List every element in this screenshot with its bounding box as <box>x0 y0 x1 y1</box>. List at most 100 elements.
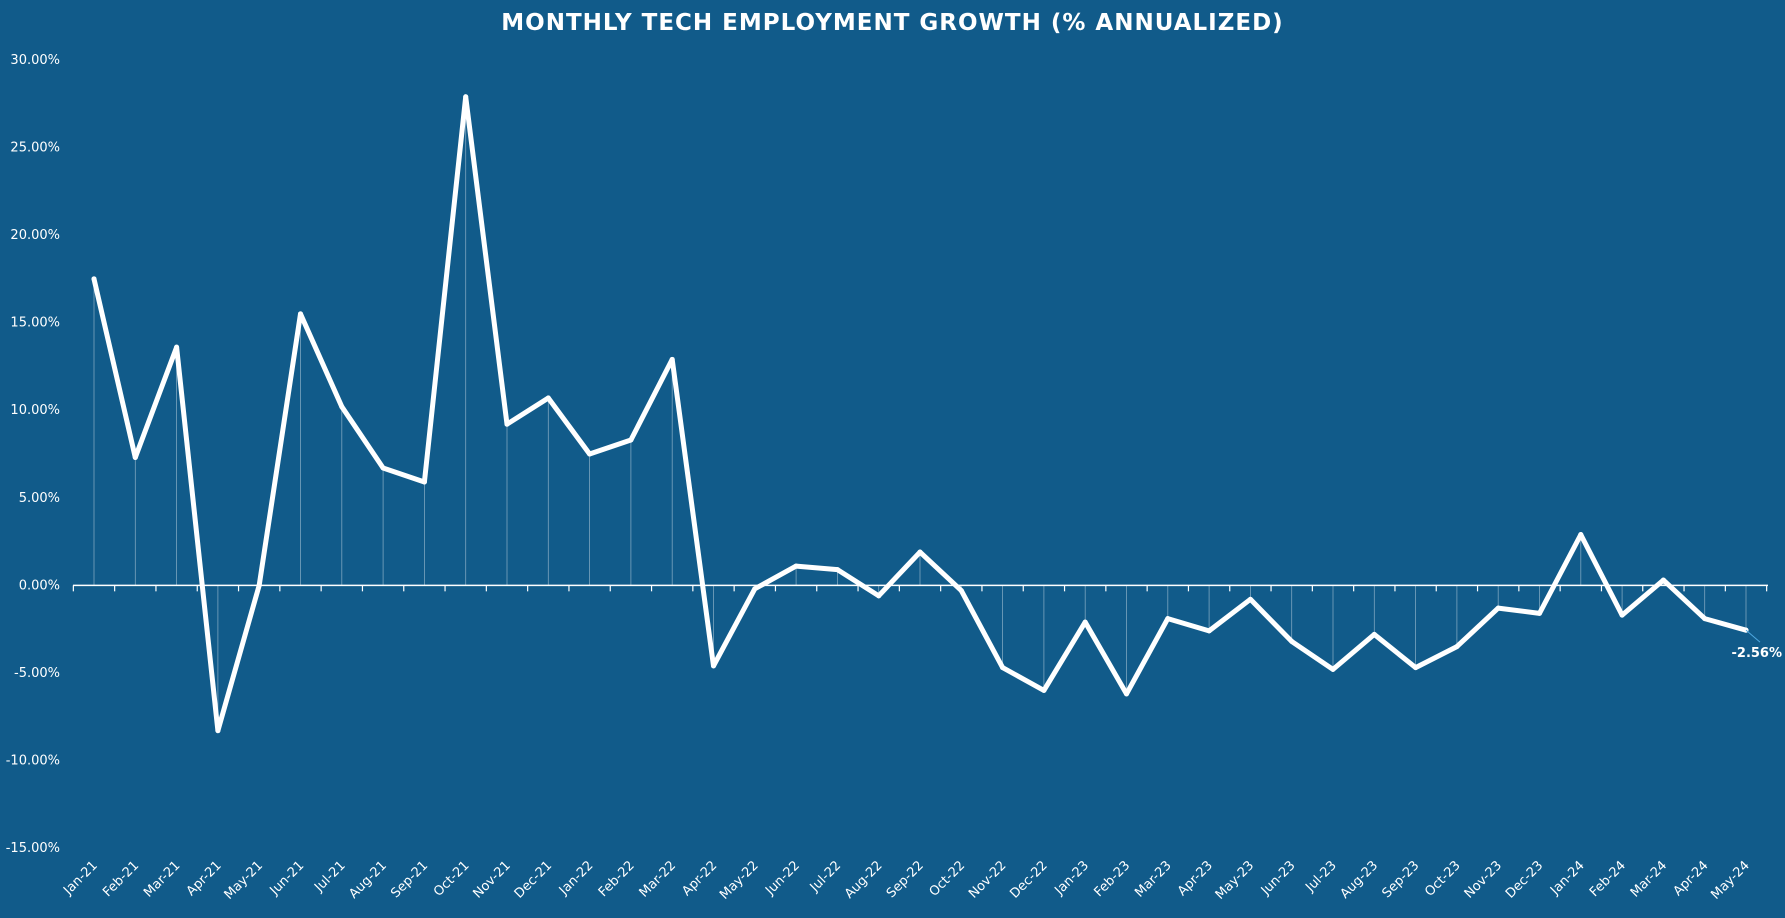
y-tick-label: -10.00% <box>6 753 60 768</box>
x-tick-label: Apr-23 <box>1175 858 1216 899</box>
data-point <box>91 276 97 282</box>
data-point <box>1124 691 1129 697</box>
data-point <box>587 451 593 457</box>
drop-lines <box>93 96 1747 731</box>
x-tick-label: Feb-21 <box>100 858 142 900</box>
y-tick-label: 15.00% <box>10 316 60 331</box>
x-tick-label: Nov-21 <box>471 858 514 901</box>
data-point <box>1454 644 1460 650</box>
x-tick-label: Sep-23 <box>1379 858 1422 901</box>
x-tick-label: Sep-22 <box>884 858 927 901</box>
data-point <box>463 94 469 100</box>
x-tick-label: Feb-23 <box>1091 858 1133 900</box>
data-point <box>834 567 840 573</box>
x-tick-label: Mar-24 <box>1628 858 1670 900</box>
y-tick-label: 0.00% <box>19 578 60 593</box>
annotations: -2.56% <box>1732 629 1783 661</box>
x-tick-label: Feb-22 <box>596 858 638 900</box>
data-point <box>628 437 634 443</box>
x-tick-label: Jun-22 <box>762 858 803 899</box>
x-tick-label: Jul-21 <box>311 858 348 895</box>
data-point <box>132 455 138 461</box>
data-point <box>1289 638 1295 644</box>
data-point <box>1247 596 1253 602</box>
x-tick-label: Apr-21 <box>184 858 225 899</box>
x-tick-label: Jul-22 <box>807 858 844 895</box>
x-tick-label: Aug-23 <box>1338 858 1382 902</box>
data-point <box>1165 616 1171 622</box>
x-tick-label: Nov-22 <box>966 858 1009 901</box>
y-tick-label: 10.00% <box>10 403 60 418</box>
data-point <box>215 728 221 734</box>
data-point <box>752 586 758 592</box>
data-point <box>1206 628 1212 634</box>
y-tick-label: -5.00% <box>14 666 60 681</box>
data-point <box>1495 605 1501 611</box>
y-tick-label: 30.00% <box>10 53 60 68</box>
x-tick-label: Oct-21 <box>431 858 473 900</box>
data-point <box>1578 532 1584 538</box>
data-point <box>174 344 180 350</box>
x-tick-label: Jan-24 <box>1547 858 1588 899</box>
x-tick-label: Jul-23 <box>1302 858 1339 895</box>
y-tick-label: 25.00% <box>10 141 60 156</box>
x-tick-label: Oct-22 <box>927 858 969 900</box>
series-group <box>91 94 1749 734</box>
data-point <box>1619 612 1625 618</box>
data-point <box>1371 631 1377 637</box>
data-point <box>421 479 427 485</box>
data-point <box>1082 619 1088 625</box>
data-point <box>1330 666 1336 672</box>
data-point <box>256 582 262 588</box>
x-tick-label: Dec-22 <box>1007 858 1050 901</box>
chart-title: MONTHLY TECH EMPLOYMENT GROWTH (% ANNUAL… <box>501 10 1284 36</box>
data-point <box>298 311 303 317</box>
data-point <box>669 356 675 362</box>
data-point <box>1413 665 1419 671</box>
last-value-label: -2.56% <box>1732 646 1783 661</box>
data-point <box>545 395 551 401</box>
y-tick-label: 5.00% <box>19 491 60 506</box>
data-point <box>958 588 964 594</box>
x-tick-label: Apr-22 <box>679 858 720 899</box>
x-tick-label: Mar-22 <box>637 858 679 900</box>
x-tick-label: Jan-23 <box>1052 858 1093 899</box>
y-axis: 30.00% 25.00% 20.00% 15.00% 10.00% 5.00% 0.00%… <box>6 53 60 856</box>
x-tick-label: Nov-23 <box>1462 858 1505 901</box>
x-tick-label: Aug-21 <box>346 858 390 902</box>
x-tick-label: Dec-21 <box>512 858 555 901</box>
data-point <box>876 593 882 599</box>
data-point <box>711 663 716 669</box>
data-point <box>504 421 510 427</box>
x-tick-label: Jun-23 <box>1258 858 1299 899</box>
x-tick-label: Apr-24 <box>1671 858 1712 899</box>
x-tick-label: May-23 <box>1213 858 1257 902</box>
x-tick-label: Mar-21 <box>141 858 183 900</box>
data-point <box>793 563 799 569</box>
x-tick-label: May-24 <box>1708 858 1752 902</box>
data-point <box>339 404 345 410</box>
data-point <box>1537 610 1542 616</box>
x-axis <box>72 584 1768 592</box>
annotation-leader <box>1745 629 1761 643</box>
data-point <box>1000 665 1006 671</box>
data-point <box>1660 577 1666 583</box>
x-tick-label: Oct-23 <box>1422 858 1464 900</box>
x-tick-label: Aug-22 <box>842 858 886 902</box>
y-tick-label: -15.00% <box>6 841 60 856</box>
x-tick-label: Jan-21 <box>60 858 101 899</box>
x-tick-label: Dec-23 <box>1503 858 1546 901</box>
x-tick-label: Mar-23 <box>1132 858 1174 900</box>
y-tick-label: 20.00% <box>10 228 60 243</box>
data-point <box>917 549 923 555</box>
x-tick-label: Sep-21 <box>388 858 431 901</box>
data-point <box>1702 616 1708 622</box>
x-tick-label: Jun-21 <box>267 858 308 899</box>
x-tick-label: Feb-24 <box>1587 858 1629 900</box>
data-point <box>1041 687 1047 693</box>
data-point <box>380 465 386 471</box>
x-tick-label: May-22 <box>717 858 761 902</box>
